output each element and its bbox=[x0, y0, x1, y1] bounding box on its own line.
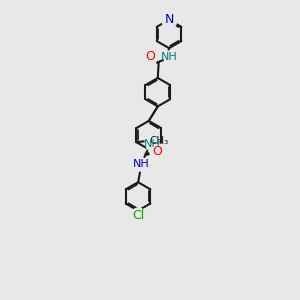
Text: O: O bbox=[152, 145, 162, 158]
Text: NH: NH bbox=[133, 159, 149, 169]
Text: CH₃: CH₃ bbox=[149, 136, 168, 146]
Text: Cl: Cl bbox=[132, 209, 144, 222]
Text: N: N bbox=[164, 13, 174, 26]
Text: NH: NH bbox=[161, 52, 178, 62]
Text: NH: NH bbox=[144, 139, 160, 149]
Text: O: O bbox=[146, 50, 155, 63]
